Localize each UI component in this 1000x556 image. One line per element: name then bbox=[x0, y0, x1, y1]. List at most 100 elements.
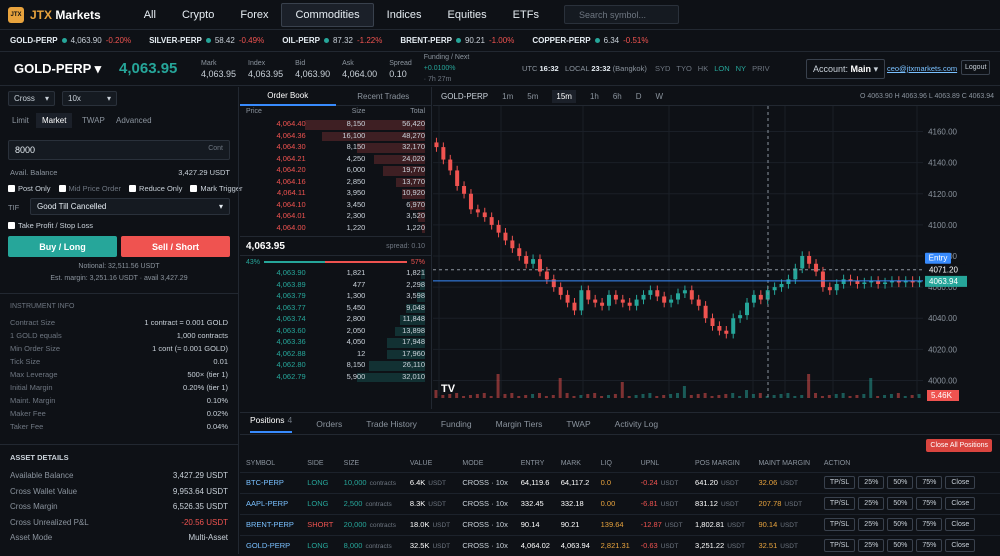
action-tpsl-button[interactable]: TP/SL bbox=[823, 497, 856, 510]
user-email[interactable]: ceo@jtxmarkets.com bbox=[887, 64, 958, 73]
timeframe-D[interactable]: D bbox=[635, 91, 642, 101]
tab-funding[interactable]: Funding bbox=[440, 418, 472, 429]
tab-trade-history[interactable]: Trade History bbox=[366, 418, 417, 429]
nav-commodities[interactable]: Commodities bbox=[281, 2, 374, 27]
quantity-input[interactable]: 8000 Cont bbox=[8, 140, 230, 160]
nav-equities[interactable]: Equities bbox=[447, 8, 487, 21]
action-75pct-button[interactable]: 75% bbox=[916, 539, 943, 553]
ask-row[interactable]: 4,064.10 3,450 6,970 bbox=[276, 199, 426, 210]
margin-mode-select[interactable]: Cross ▾ bbox=[8, 91, 55, 106]
action-tpsl-button[interactable]: TP/SL bbox=[823, 518, 856, 531]
nav-forex[interactable]: Forex bbox=[240, 8, 269, 21]
action-close-button[interactable]: Close bbox=[945, 476, 976, 489]
check-0[interactable]: Post Only bbox=[8, 184, 51, 193]
action-50pct-button[interactable]: 50% bbox=[887, 476, 914, 489]
symbol-selector[interactable]: GOLD-PERP ▾ bbox=[14, 60, 102, 76]
check-2[interactable]: Reduce Only bbox=[129, 184, 182, 193]
tab-order-book[interactable]: Order Book bbox=[240, 87, 336, 106]
tab-twap[interactable]: TWAP bbox=[566, 418, 591, 429]
bid-row[interactable]: 4,062.88 12 17,960 bbox=[276, 348, 426, 359]
nav-all[interactable]: All bbox=[143, 8, 156, 21]
ticker-item[interactable]: SILVER-PERP 58.42 -0.49% bbox=[149, 36, 265, 45]
tif-select[interactable]: Good Till Cancelled ▾ bbox=[30, 198, 230, 215]
action-close-button[interactable]: Close bbox=[945, 518, 976, 531]
ticker-item[interactable]: GOLD-PERP 4,063.90 -0.20% bbox=[10, 36, 132, 45]
close-all-button[interactable]: Close All Positions bbox=[926, 439, 992, 452]
ticker-item[interactable]: OIL-PERP 87.32 -1.22% bbox=[282, 36, 383, 45]
ask-row[interactable]: 4,064.21 4,250 24,020 bbox=[276, 153, 426, 164]
timeframe-6h[interactable]: 6h bbox=[612, 91, 622, 101]
action-25pct-button[interactable]: 25% bbox=[858, 476, 885, 489]
instrument-row: Contract Size 1 contract = 0.001 GOLD bbox=[10, 318, 228, 327]
volume-bar bbox=[572, 396, 576, 398]
bid-row[interactable]: 4,062.79 5,900 32,010 bbox=[276, 371, 426, 382]
action-25pct-button[interactable]: 25% bbox=[858, 539, 885, 553]
ask-row[interactable]: 4,064.20 6,000 19,770 bbox=[276, 165, 426, 176]
bid-row[interactable]: 4,063.90 1,821 1,821 bbox=[276, 268, 426, 279]
timeframe-W[interactable]: W bbox=[655, 91, 664, 101]
volume-bar bbox=[779, 394, 783, 398]
bid-row[interactable]: 4,062.80 8,150 26,110 bbox=[276, 360, 426, 371]
tab-recent-trades[interactable]: Recent Trades bbox=[357, 91, 410, 101]
action-50pct-button[interactable]: 50% bbox=[887, 518, 914, 531]
order-tab-limit[interactable]: Limit bbox=[12, 116, 29, 125]
tab-positions[interactable]: Positions 4 bbox=[250, 415, 293, 433]
nav-crypto[interactable]: Crypto bbox=[181, 8, 215, 21]
bid-row[interactable]: 4,063.60 2,050 13,898 bbox=[276, 325, 426, 336]
action-close-button[interactable]: Close bbox=[945, 497, 976, 510]
nav-etfs[interactable]: ETFs bbox=[512, 8, 539, 21]
sell-button[interactable]: Sell / Short bbox=[121, 236, 230, 257]
nav-indices[interactable]: Indices bbox=[386, 8, 422, 21]
volume-bar bbox=[482, 393, 486, 398]
timeframe-1m[interactable]: 1m bbox=[502, 91, 514, 101]
action-25pct-button[interactable]: 25% bbox=[858, 518, 885, 531]
ticker-item[interactable]: BRENT-PERP 90.21 -1.00% bbox=[400, 36, 515, 45]
action-50pct-button[interactable]: 50% bbox=[887, 497, 914, 510]
leverage-select[interactable]: 10x ▾ bbox=[62, 91, 117, 106]
action-75pct-button[interactable]: 75% bbox=[916, 497, 943, 510]
volume-bar bbox=[800, 395, 804, 398]
action-tpsl-button[interactable]: TP/SL bbox=[823, 539, 856, 553]
bid-row[interactable]: 4,063.89 477 2,298 bbox=[276, 279, 426, 290]
ask-row[interactable]: 4,064.01 2,300 3,520 bbox=[276, 211, 426, 222]
bid-row[interactable]: 4,063.74 2,800 11,848 bbox=[276, 314, 426, 325]
order-tab-advanced[interactable]: Advanced bbox=[116, 116, 152, 125]
ask-row[interactable]: 4,064.11 3,950 10,920 bbox=[277, 188, 426, 199]
check-3[interactable]: Mark Trigger bbox=[190, 184, 242, 193]
volume-bar bbox=[869, 378, 873, 398]
order-tab-twap[interactable]: TWAP bbox=[82, 116, 105, 125]
order-tab-market[interactable]: Market bbox=[36, 113, 73, 128]
action-50pct-button[interactable]: 50% bbox=[887, 539, 914, 553]
check-1[interactable]: Mid Price Order bbox=[58, 184, 121, 193]
volume-bar bbox=[903, 396, 907, 398]
tab-margin-tiers[interactable]: Margin Tiers bbox=[495, 418, 543, 429]
ask-row[interactable]: 4,064.16 2,850 13,770 bbox=[276, 176, 426, 187]
logout-button[interactable]: Logout bbox=[961, 60, 991, 75]
timeframe-15m[interactable]: 15m bbox=[552, 89, 576, 103]
timeframe-5m[interactable]: 5m bbox=[527, 91, 539, 101]
bid-row[interactable]: 4,063.77 5,450 9,048 bbox=[276, 302, 426, 313]
timeframe-1h[interactable]: 1h bbox=[589, 91, 599, 101]
action-75pct-button[interactable]: 75% bbox=[916, 476, 943, 489]
ticker-item[interactable]: COPPER-PERP 6.34 -0.51% bbox=[532, 36, 649, 45]
ask-row[interactable]: 4,064.00 1,220 1,220 bbox=[276, 222, 426, 233]
action-tpsl-button[interactable]: TP/SL bbox=[823, 476, 856, 489]
ask-row[interactable]: 4,064.30 8,150 32,170 bbox=[276, 142, 426, 153]
tab-orders[interactable]: Orders bbox=[316, 418, 343, 429]
tab-activity-log[interactable]: Activity Log bbox=[614, 418, 659, 429]
ask-row[interactable]: 4,064.40 8,150 56,420 bbox=[276, 119, 426, 130]
candlestick-chart[interactable]: 4160.004140.004120.004100.004080.004060.… bbox=[433, 106, 1000, 409]
tpsl-checkbox[interactable]: Take Profit / Stop Loss bbox=[8, 221, 93, 230]
bid-row[interactable]: 4,063.79 1,300 3,598 bbox=[276, 291, 426, 302]
action-25pct-button[interactable]: 25% bbox=[858, 497, 885, 510]
buy-button[interactable]: Buy / Long bbox=[8, 236, 117, 257]
brand[interactable]: JTX Markets bbox=[30, 7, 101, 22]
price-chart[interactable]: GOLD-PERP 1m 5m 15m 1h 6h D W O 4063.90 H 4063… bbox=[433, 87, 1000, 409]
asset-details: ASSET DETAILS bbox=[0, 444, 238, 554]
ask-row[interactable]: 4,064.36 16,100 48,270 bbox=[276, 130, 426, 141]
action-close-button[interactable]: Close bbox=[945, 539, 976, 553]
bid-row[interactable]: 4,063.36 4,050 17,948 bbox=[276, 337, 426, 348]
action-75pct-button[interactable]: 75% bbox=[916, 518, 943, 531]
account-switcher[interactable]: Account: Main ▾ bbox=[806, 59, 886, 79]
search-input[interactable]: Search symbol... bbox=[563, 5, 679, 24]
